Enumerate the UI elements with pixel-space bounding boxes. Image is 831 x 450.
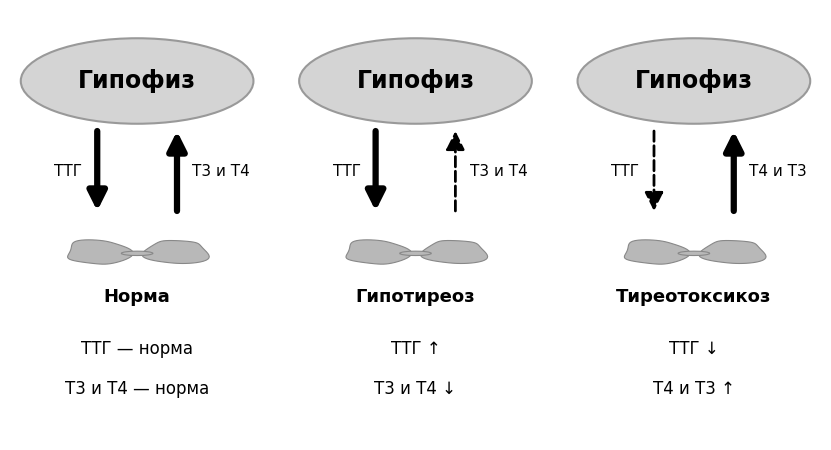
- Text: Т3 и Т4 ↓: Т3 и Т4 ↓: [375, 380, 456, 398]
- Text: Т3 и Т4: Т3 и Т4: [470, 163, 528, 179]
- Ellipse shape: [578, 38, 810, 124]
- Text: Т4 и Т3 ↑: Т4 и Т3 ↑: [653, 380, 735, 398]
- Text: Норма: Норма: [104, 288, 170, 306]
- Ellipse shape: [299, 38, 532, 124]
- Text: ТТГ: ТТГ: [54, 163, 82, 179]
- Text: Т3 и Т4: Т3 и Т4: [192, 163, 249, 179]
- Ellipse shape: [21, 38, 253, 124]
- Text: ТТГ: ТТГ: [332, 163, 361, 179]
- Text: ТТГ ↓: ТТГ ↓: [669, 340, 719, 358]
- Polygon shape: [142, 240, 209, 264]
- Polygon shape: [67, 240, 133, 264]
- Text: Т4 и Т3: Т4 и Т3: [749, 163, 806, 179]
- Text: Гипофиз: Гипофиз: [356, 69, 475, 93]
- Polygon shape: [699, 240, 766, 264]
- Text: ТТГ — норма: ТТГ — норма: [81, 340, 193, 358]
- Text: ТТГ ↑: ТТГ ↑: [391, 340, 440, 358]
- Ellipse shape: [678, 251, 710, 256]
- Text: Т3 и Т4 — норма: Т3 и Т4 — норма: [65, 380, 209, 398]
- Text: Гипофиз: Гипофиз: [635, 69, 753, 93]
- Polygon shape: [624, 240, 690, 264]
- Text: ТТГ: ТТГ: [611, 163, 639, 179]
- Ellipse shape: [121, 251, 153, 256]
- Text: Гипотиреоз: Гипотиреоз: [356, 288, 475, 306]
- Text: Тиреотоксикоз: Тиреотоксикоз: [617, 288, 771, 306]
- Polygon shape: [420, 240, 488, 264]
- Ellipse shape: [400, 251, 431, 256]
- Polygon shape: [346, 240, 411, 264]
- Text: Гипофиз: Гипофиз: [78, 69, 196, 93]
